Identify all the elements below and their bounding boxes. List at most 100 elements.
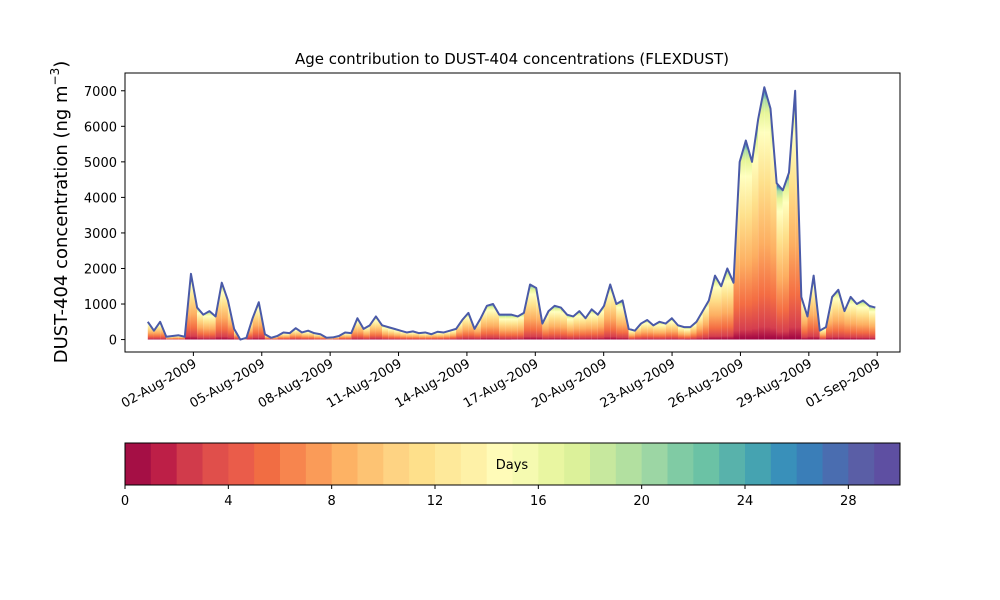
colorbar-frame [124, 442, 901, 486]
colorbar-swatch [460, 443, 488, 485]
x-tick-label: 14-Aug-2009 [393, 356, 473, 411]
age-band-segment [499, 314, 506, 340]
age-band-segment [727, 268, 734, 340]
colorbar-swatch [538, 443, 565, 485]
age-band-segment [197, 307, 204, 340]
age-band-segment [357, 318, 364, 340]
x-tick-label: 20-Aug-2009 [529, 356, 609, 411]
x-tick-label: 17-Aug-2009 [461, 356, 541, 411]
x-tick-label: 02-Aug-2009 [119, 356, 199, 411]
age-band-segment [554, 305, 561, 340]
age-band-segment [659, 321, 666, 340]
age-band-segment [604, 284, 611, 340]
y-axis-label-unit-exponent: −3 [48, 68, 62, 86]
colorbar-swatch [719, 443, 746, 485]
age-band-segment [375, 316, 383, 340]
x-tick-label: 23-Aug-2009 [598, 356, 678, 411]
colorbar-swatch [357, 443, 384, 485]
age-band-segment [696, 311, 703, 340]
colorbar-swatch [848, 443, 875, 485]
colorbar-swatch [435, 443, 462, 485]
colorbar-swatch [254, 443, 281, 485]
plot-frame [124, 72, 901, 353]
age-band-segment [641, 320, 648, 340]
age-band-segment [449, 328, 457, 340]
y-tick-label: 5000 [84, 156, 117, 171]
colorbar-swatch [615, 443, 643, 485]
colorbar-swatch [176, 443, 203, 485]
colorbar-swatch [512, 443, 539, 485]
age-band-segment [252, 302, 259, 340]
colorbar-tick-label: 12 [427, 494, 444, 509]
age-band-segment [665, 318, 672, 340]
colorbar-swatch [486, 443, 513, 485]
age-band-segment [844, 296, 851, 340]
age-band-segment [862, 300, 870, 340]
age-band-segment [283, 332, 290, 340]
colorbar-swatch [667, 443, 694, 485]
x-tick-label: 26-Aug-2009 [666, 356, 746, 411]
chart-title: Age contribution to DUST-404 concentrati… [295, 50, 729, 68]
age-band-segment [745, 140, 752, 340]
age-band-segment [517, 312, 524, 340]
age-band-segment [597, 305, 605, 340]
age-band-segment [523, 284, 531, 340]
age-band-segment [147, 321, 154, 340]
y-tick-label: 2000 [84, 262, 117, 277]
age-band-segment [610, 284, 617, 340]
age-band-segment [739, 140, 746, 340]
age-band-segment [634, 323, 642, 340]
age-band-segment [708, 275, 716, 340]
age-band-segment [678, 325, 685, 340]
x-axis: 02-Aug-200905-Aug-200908-Aug-200911-Aug-… [119, 352, 883, 412]
age-band-segment [801, 296, 808, 340]
age-band-segment [671, 318, 679, 340]
total-concentration-line [146, 86, 876, 341]
age-band-segment [721, 268, 728, 340]
colorbar-tick-label: 24 [737, 494, 754, 509]
age-band-segment [203, 311, 210, 340]
age-band-segment [684, 327, 691, 340]
colorbar-swatch [280, 443, 307, 485]
age-band-segment [776, 183, 783, 340]
colorbar-swatch [383, 443, 410, 485]
age-band-segment [616, 300, 623, 340]
y-axis-label-main: DUST-404 concentration (ng m [51, 85, 72, 363]
colorbar-tick-label: 28 [840, 494, 857, 509]
colorbar-swatch [745, 443, 772, 485]
plot-area [124, 72, 901, 353]
colorbar-tick-label: 0 [121, 494, 129, 509]
colorbar-swatch [796, 443, 823, 485]
age-band-segment [560, 307, 568, 340]
colorbar-swatch [770, 443, 798, 485]
age-band-segment [764, 87, 771, 340]
colorbar-swatch [150, 443, 178, 485]
age-bands [147, 87, 876, 340]
age-band-segment [209, 311, 216, 340]
age-band-segment [715, 275, 722, 340]
age-band-segment [838, 289, 845, 340]
colorbar-tick-label: 20 [633, 494, 650, 509]
age-band-segment [567, 314, 574, 340]
colorbar-swatch [590, 443, 617, 485]
x-tick-label: 29-Aug-2009 [734, 356, 814, 411]
colorbar-swatch [228, 443, 255, 485]
age-band-segment [406, 331, 413, 340]
colorbar-swatch [409, 443, 436, 485]
age-band-segment [758, 87, 765, 340]
age-band-segment [419, 332, 426, 340]
age-band-segment [394, 328, 401, 340]
age-band-segment [548, 305, 555, 340]
age-band-segment [505, 314, 512, 340]
age-band-segment [869, 305, 876, 340]
colorbar-swatch [641, 443, 668, 485]
colorbar-swatch [202, 443, 229, 485]
age-band-segment [856, 300, 863, 340]
y-tick-label: 4000 [84, 191, 117, 206]
age-band-segment [832, 289, 839, 340]
age-band-segment [215, 282, 222, 340]
y-tick-label: 0 [109, 334, 117, 349]
age-band-segment [542, 311, 549, 340]
colorbar-swatch [693, 443, 720, 485]
age-band-segment [382, 325, 389, 340]
